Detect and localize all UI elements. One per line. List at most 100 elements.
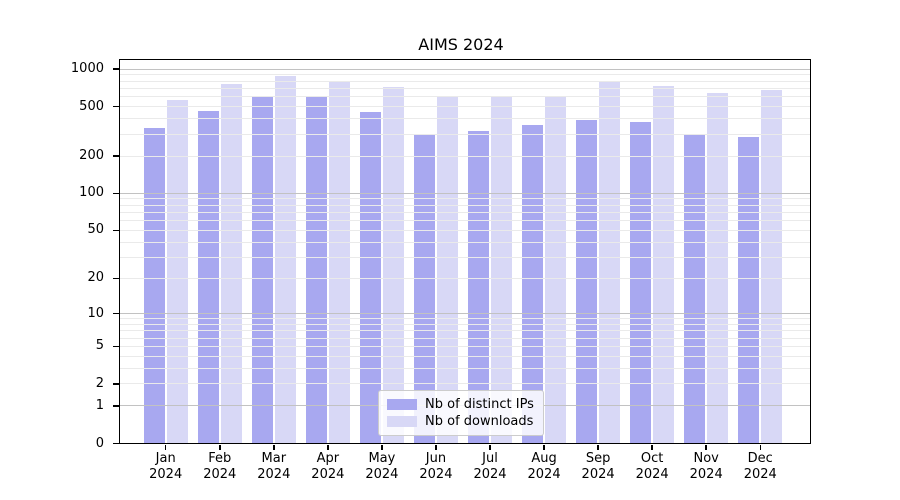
- x-tick-month: Sep: [585, 451, 611, 466]
- x-tick-month: Jan: [155, 451, 176, 466]
- minor-gridline: [120, 211, 810, 213]
- bar-downloads-nov: [707, 93, 728, 444]
- x-tick-label-nov: Nov 2024: [676, 451, 736, 482]
- bar-downloads-apr: [328, 81, 350, 444]
- x-tick-year: 2024: [419, 466, 453, 482]
- bar-downloads-jan: [166, 99, 188, 444]
- x-tick-year: 2024: [365, 466, 399, 482]
- minor-gridline: [120, 277, 810, 279]
- minor-gridline: [120, 241, 810, 243]
- y-tick-label-1000: 1000: [70, 61, 104, 76]
- x-tick-label-aug: Aug 2024: [514, 451, 574, 482]
- y-tick-mark: [113, 229, 120, 232]
- bar-distinct-ips-oct: [630, 122, 652, 444]
- x-tick-month: May: [368, 451, 396, 466]
- x-tick-month: Apr: [316, 451, 340, 466]
- minor-gridline: [120, 337, 810, 339]
- minor-gridline: [120, 383, 810, 385]
- minor-gridline: [120, 74, 810, 76]
- bar-distinct-ips-nov: [684, 134, 706, 444]
- minor-gridline: [120, 96, 810, 98]
- major-gridline: [120, 313, 810, 315]
- x-tick-mark: [597, 444, 599, 450]
- bar-distinct-ips-jun: [414, 134, 436, 444]
- x-tick-label-may: May 2024: [352, 451, 412, 482]
- minor-gridline: [120, 256, 810, 258]
- legend: Nb of distinct IPs Nb of downloads: [378, 390, 544, 436]
- y-tick-mark: [113, 192, 120, 195]
- y-tick-mark: [113, 442, 120, 445]
- x-tick-label-oct: Oct 2024: [622, 451, 682, 482]
- x-tick-month: Oct: [640, 451, 664, 466]
- minor-gridline: [120, 198, 810, 200]
- x-tick-year: 2024: [689, 466, 723, 482]
- minor-gridline: [120, 204, 810, 206]
- x-tick-mark: [327, 444, 329, 450]
- major-gridline: [120, 192, 810, 194]
- y-tick-mark: [113, 383, 120, 385]
- x-tick-label-sep: Sep 2024: [568, 451, 628, 482]
- y-tick-mark: [113, 105, 120, 108]
- minor-gridline: [120, 118, 810, 120]
- x-tick-mark: [219, 444, 221, 450]
- x-tick-label-jul: Jul 2024: [460, 451, 520, 482]
- y-tick-label-1: 1: [95, 397, 104, 413]
- x-tick-label-mar: Mar 2024: [244, 451, 304, 482]
- bar-downloads-oct: [652, 86, 674, 444]
- bar-distinct-ips-may: [360, 112, 382, 444]
- legend-label-downloads: Nb of downloads: [425, 414, 534, 429]
- x-tick-month: Jun: [425, 451, 447, 466]
- x-tick-mark: [489, 444, 491, 450]
- bar-downloads-sep: [598, 82, 620, 444]
- minor-gridline: [120, 367, 810, 369]
- minor-gridline: [120, 345, 810, 347]
- minor-gridline: [120, 355, 810, 357]
- minor-gridline: [120, 106, 810, 108]
- x-tick-year: 2024: [635, 466, 669, 482]
- bar-distinct-ips-jul: [468, 130, 490, 444]
- minor-gridline: [120, 229, 810, 231]
- y-tick-label-2: 2: [95, 375, 104, 391]
- legend-entry-downloads: Nb of downloads: [387, 413, 534, 430]
- x-tick-month: Nov: [693, 451, 719, 466]
- major-gridline: [120, 68, 810, 70]
- minor-gridline: [120, 87, 810, 89]
- bar-downloads-dec: [761, 89, 783, 444]
- x-tick-year: 2024: [203, 466, 237, 482]
- y-tick-mark: [113, 405, 120, 407]
- x-tick-label-jan: Jan 2024: [136, 451, 196, 482]
- x-tick-month: Aug: [531, 451, 557, 466]
- x-tick-mark: [435, 444, 437, 450]
- x-tick-month: Feb: [208, 451, 232, 466]
- x-tick-label-dec: Dec 2024: [730, 451, 790, 482]
- y-tick-label-50: 50: [87, 222, 104, 238]
- x-tick-label-apr: Apr 2024: [298, 451, 358, 482]
- bar-distinct-ips-apr: [306, 95, 328, 444]
- bar-distinct-ips-aug: [522, 125, 544, 444]
- y-tick-mark: [113, 345, 120, 348]
- bar-downloads-feb: [220, 83, 242, 444]
- y-tick-mark: [113, 68, 120, 70]
- y-tick-mark: [113, 155, 120, 157]
- x-tick-label-jun: Jun 2024: [406, 451, 466, 482]
- legend-swatch-downloads: [387, 416, 417, 427]
- chart-title: AIMS 2024: [418, 35, 504, 54]
- x-tick-year: 2024: [257, 466, 291, 482]
- minor-gridline: [120, 80, 810, 82]
- minor-gridline: [120, 133, 810, 135]
- x-tick-mark: [651, 444, 653, 450]
- x-tick-mark: [164, 444, 167, 450]
- minor-gridline: [120, 323, 810, 325]
- y-tick-label-20: 20: [87, 270, 104, 286]
- bar-distinct-ips-jan: [143, 128, 165, 444]
- y-tick-label-0: 0: [95, 435, 104, 451]
- bar-downloads-may: [382, 86, 404, 444]
- x-tick-year: 2024: [581, 466, 615, 482]
- x-tick-year: 2024: [311, 466, 345, 482]
- legend-entry-distinct-ips: Nb of distinct IPs: [387, 396, 534, 413]
- y-tick-mark: [113, 277, 120, 280]
- x-tick-month: Jul: [482, 451, 498, 466]
- bar-distinct-ips-mar: [252, 96, 273, 444]
- x-tick-year: 2024: [473, 466, 507, 482]
